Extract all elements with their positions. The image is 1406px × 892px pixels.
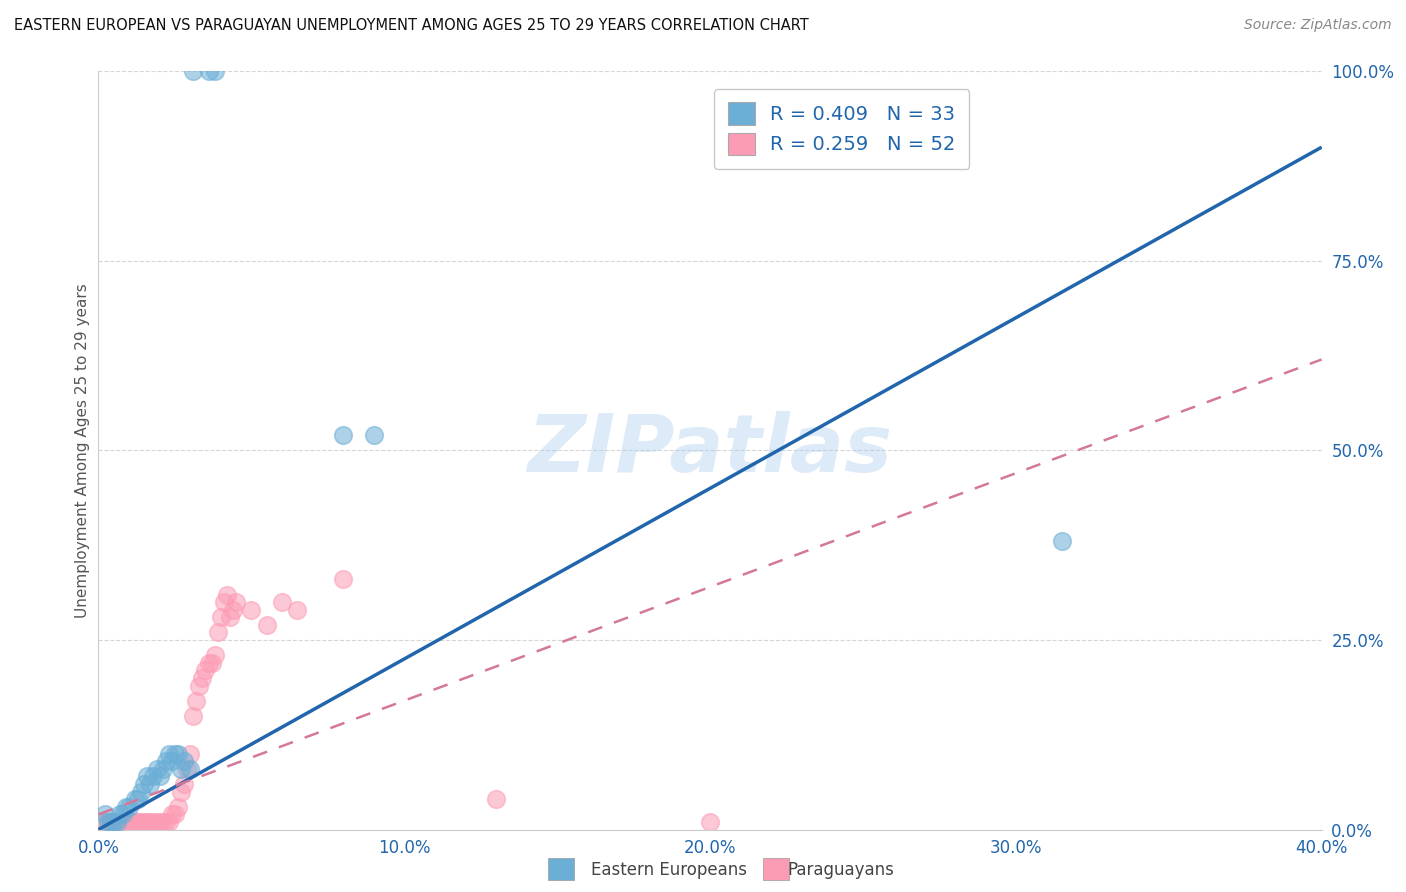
Point <box>332 428 354 442</box>
Point <box>93 815 115 830</box>
Point <box>127 815 149 830</box>
Point <box>1050 534 1073 549</box>
Point <box>485 792 508 806</box>
Point <box>121 815 143 830</box>
Point <box>103 815 125 830</box>
Point <box>194 664 217 678</box>
Point <box>105 815 128 830</box>
Point <box>167 747 190 761</box>
Point <box>157 815 180 830</box>
Point <box>115 815 138 830</box>
Point <box>115 800 138 814</box>
Point <box>145 762 167 776</box>
Point <box>136 815 159 830</box>
Point <box>285 603 308 617</box>
Point <box>204 64 226 78</box>
Text: Paraguayans: Paraguayans <box>787 861 894 879</box>
Bar <box>548 858 574 880</box>
Point <box>188 678 211 692</box>
Point <box>129 815 152 830</box>
Text: EASTERN EUROPEAN VS PARAGUAYAN UNEMPLOYMENT AMONG AGES 25 TO 29 YEARS CORRELATIO: EASTERN EUROPEAN VS PARAGUAYAN UNEMPLOYM… <box>14 18 808 33</box>
Point <box>200 656 222 670</box>
Point <box>209 610 232 624</box>
Point <box>225 595 247 609</box>
Point <box>142 815 165 830</box>
Point <box>100 815 122 830</box>
Text: ZIPatlas: ZIPatlas <box>527 411 893 490</box>
Point <box>97 815 120 830</box>
Point <box>108 815 131 830</box>
Point <box>103 815 125 830</box>
Point <box>97 815 120 830</box>
Point <box>152 815 174 830</box>
Point <box>155 815 177 830</box>
Legend: R = 0.409   N = 33, R = 0.259   N = 52: R = 0.409 N = 33, R = 0.259 N = 52 <box>714 88 969 169</box>
Point <box>176 762 198 776</box>
Point <box>129 785 152 799</box>
Point <box>108 807 131 822</box>
Point <box>181 64 204 78</box>
Point <box>197 64 219 78</box>
Text: Eastern Europeans: Eastern Europeans <box>591 861 747 879</box>
Point <box>139 777 162 791</box>
Point <box>204 648 226 662</box>
Point <box>170 785 193 799</box>
Point <box>332 573 354 587</box>
Point <box>163 807 186 822</box>
Point <box>207 625 229 640</box>
Point <box>124 815 146 830</box>
Point <box>152 762 174 776</box>
Point <box>173 777 195 791</box>
Point <box>142 769 165 784</box>
Point <box>157 747 180 761</box>
Point <box>179 747 201 761</box>
Point <box>90 815 112 830</box>
Point <box>170 762 193 776</box>
Point <box>149 815 172 830</box>
Y-axis label: Unemployment Among Ages 25 to 29 years: Unemployment Among Ages 25 to 29 years <box>75 283 90 618</box>
Point <box>167 800 190 814</box>
Point <box>105 815 128 830</box>
Point <box>699 815 721 830</box>
Point <box>163 747 186 761</box>
Point <box>134 815 156 830</box>
Point <box>186 694 208 708</box>
Point <box>160 755 183 769</box>
Point <box>139 815 162 830</box>
Point <box>270 595 292 609</box>
Point <box>111 815 134 830</box>
Point <box>155 755 177 769</box>
Point <box>145 815 167 830</box>
Bar <box>763 858 789 880</box>
Point <box>215 588 238 602</box>
Point <box>100 815 122 830</box>
Point <box>173 755 195 769</box>
Point <box>363 428 385 442</box>
Point <box>134 777 156 791</box>
Point <box>191 671 214 685</box>
Point <box>240 603 263 617</box>
Point <box>219 610 242 624</box>
Point <box>181 708 204 723</box>
Point <box>118 800 141 814</box>
Point <box>127 792 149 806</box>
Point <box>118 815 141 830</box>
Point <box>197 656 219 670</box>
Point <box>212 595 235 609</box>
Point <box>222 603 245 617</box>
Point <box>256 617 278 632</box>
Point <box>160 807 183 822</box>
Point <box>149 769 172 784</box>
Point <box>179 762 201 776</box>
Point <box>124 792 146 806</box>
Point <box>111 807 134 822</box>
Text: Source: ZipAtlas.com: Source: ZipAtlas.com <box>1244 18 1392 32</box>
Point <box>136 769 159 784</box>
Point <box>93 807 115 822</box>
